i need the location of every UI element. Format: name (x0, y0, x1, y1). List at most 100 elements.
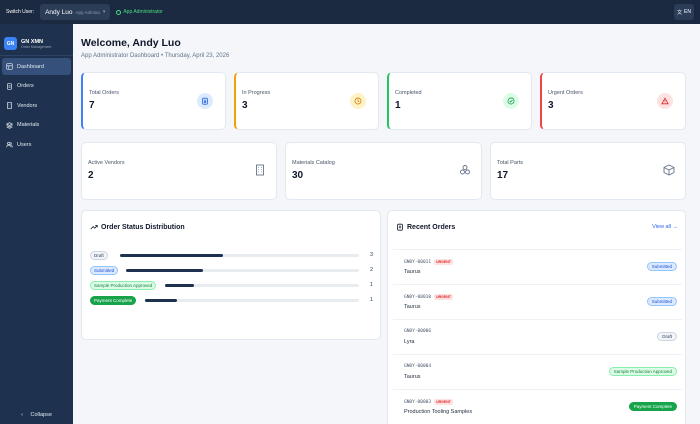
status-count: 3 (369, 252, 373, 258)
status-count: 2 (369, 267, 373, 273)
sidebar-item-dashboard[interactable]: Dashboard (2, 58, 71, 75)
order-name: Production Tooling Samples (404, 409, 473, 415)
alert-triangle-icon (657, 93, 673, 109)
progress-track (145, 299, 359, 302)
order-id: GN0Y-00003 URGENT (404, 399, 453, 405)
order-name: Taurus (404, 374, 421, 380)
status-count: 1 (369, 297, 373, 303)
status-row-draft[interactable]: Draft 3 (90, 251, 373, 261)
chevron-left-icon: ‹ (21, 412, 23, 418)
stat-value: 2 (88, 170, 94, 181)
shield-icon (116, 9, 122, 15)
status-badge: Sample Production Approved (608, 367, 677, 376)
stat-card-total-parts[interactable]: Total Parts 17 (490, 142, 686, 200)
main-content: Welcome, Andy Luo App Administrator Dash… (73, 24, 700, 424)
building-icon (256, 164, 264, 176)
status-badge: Submitted (90, 266, 119, 275)
language-button[interactable]: 文 EN (674, 4, 694, 20)
order-id-text: GN0Y-00011 (404, 259, 432, 265)
order-row[interactable]: GN0Y-00006 Lyra Draft (393, 319, 682, 354)
trending-up-icon (90, 225, 98, 230)
status-badge: Draft (657, 332, 677, 341)
order-row[interactable]: GN0Y-00010 URGENT Taurus Submitted (393, 284, 682, 319)
stat-label: Active Vendors (88, 160, 125, 166)
language-label: EN (684, 9, 691, 15)
urgent-badge: URGENT (434, 294, 453, 300)
clipboard-icon (397, 223, 403, 231)
collapse-label: Collapse (30, 412, 52, 418)
sidebar: GN GN XMN Order Management Dashboard Ord… (0, 24, 73, 424)
stat-card-in-progress[interactable]: In Progress 3 (234, 72, 379, 130)
status-badge: Payment Complete (90, 296, 137, 305)
progress-fill (165, 284, 195, 287)
progress-track (165, 284, 359, 287)
top-bar: Switch User: Andy Luo App Admina ▾ App A… (0, 0, 700, 24)
sidebar-nav: Dashboard Orders Vendors Materials Users (0, 56, 73, 158)
sidebar-item-label: Orders (17, 83, 34, 89)
stat-value: 30 (292, 170, 304, 181)
stat-card-total-orders[interactable]: Total Orders 7 (81, 72, 226, 130)
stat-label: Total Parts (497, 160, 523, 166)
sidebar-item-materials[interactable]: Materials (2, 117, 71, 134)
view-all-link[interactable]: View all → (652, 224, 678, 230)
page-subtitle: App Administrator Dashboard • Thursday, … (81, 53, 230, 59)
order-id-text: GN0Y-00010 (404, 294, 432, 300)
status-badge: Draft (90, 251, 108, 260)
order-row[interactable]: GN0Y-00011 URGENT Taurus Submitted (393, 249, 682, 284)
sidebar-item-vendors[interactable]: Vendors (2, 97, 71, 114)
clipboard-icon (197, 93, 213, 109)
stat-label: Completed (395, 90, 422, 96)
role-badge: App Administrator (116, 9, 163, 15)
order-row[interactable]: GN0Y-00003 URGENT Production Tooling Samp… (393, 389, 682, 424)
status-row-payment-complete[interactable]: Payment Complete 1 (90, 296, 373, 306)
status-badge: Payment Complete (628, 402, 677, 411)
sidebar-item-label: Materials (17, 122, 40, 128)
panel-title-text: Order Status Distribution (101, 223, 185, 231)
status-count: 1 (369, 282, 373, 288)
status-badge: Submitted (646, 262, 677, 271)
progress-fill (145, 299, 178, 302)
order-name: Taurus (404, 269, 421, 275)
stat-label: In Progress (242, 90, 271, 96)
sidebar-item-label: Users (17, 141, 32, 148)
orders-icon (7, 82, 12, 90)
recent-orders-panel: Recent Orders View all → GN0Y-00011 URGEN… (387, 210, 686, 424)
brand-logo: GN (4, 37, 17, 50)
order-id-text: GN0Y-00006 (404, 329, 432, 334)
stat-card-materials-catalog[interactable]: Materials Catalog 30 (285, 142, 482, 200)
panel-title: Recent Orders (396, 223, 455, 231)
sidebar-item-users[interactable]: Users (2, 136, 71, 153)
stat-card-urgent-orders[interactable]: Urgent Orders 3 (540, 72, 686, 130)
translate-icon: 文 (677, 9, 683, 16)
page-title: Welcome, Andy Luo (81, 37, 181, 49)
stat-card-completed[interactable]: Completed 1 (387, 72, 532, 130)
order-id-text: GN0Y-00003 (404, 399, 432, 405)
collapse-button[interactable]: ‹ Collapse (0, 412, 73, 418)
sidebar-item-orders[interactable]: Orders (2, 78, 71, 95)
status-row-submitted[interactable]: Submitted 2 (90, 266, 373, 276)
urgent-badge: URGENT (434, 259, 453, 265)
order-status-distribution-panel: Order Status Distribution Draft 3 Submit… (81, 210, 381, 340)
order-id: GN0Y-00011 URGENT (404, 259, 453, 265)
stat-label: Total Orders (89, 90, 119, 96)
stat-value: 7 (89, 100, 95, 111)
stat-label: Urgent Orders (548, 90, 583, 96)
clock-icon (350, 93, 366, 109)
order-name: Taurus (404, 304, 421, 310)
status-row-sample-production-approved[interactable]: Sample Production Approved 1 (90, 281, 373, 291)
box-icon (663, 164, 675, 176)
current-user-name: Andy Luo (45, 8, 73, 16)
user-switcher-dropdown[interactable]: Andy Luo App Admina ▾ (40, 4, 111, 20)
chevron-down-icon: ▾ (102, 9, 106, 15)
panel-title: Order Status Distribution (90, 223, 185, 231)
brand-subtitle: Order Management (21, 44, 52, 49)
sidebar-item-label: Dashboard (17, 63, 44, 70)
order-name: Lyra (404, 339, 415, 345)
vendors-icon (7, 102, 12, 109)
stat-label: Materials Catalog (292, 160, 335, 166)
stat-value: 17 (497, 170, 509, 181)
order-row[interactable]: GN0Y-00004 Taurus Sample Production Appr… (393, 354, 682, 389)
progress-fill (126, 269, 203, 272)
stat-value: 3 (548, 100, 554, 111)
stat-card-active-vendors[interactable]: Active Vendors 2 (81, 142, 277, 200)
